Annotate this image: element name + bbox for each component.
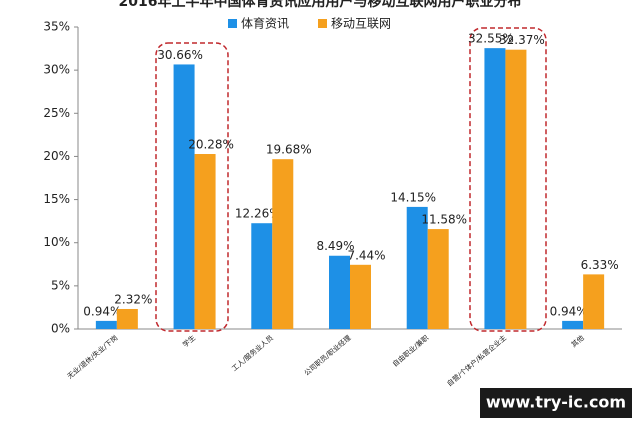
bar: [116, 308, 138, 329]
y-tick-label: 35%: [43, 20, 70, 34]
y-tick-label: 5%: [51, 278, 70, 292]
bar: [173, 64, 195, 329]
value-label: 20.28%: [188, 138, 234, 152]
bar: [95, 320, 117, 329]
highlight-box: [155, 42, 229, 332]
y-tick-label: 0%: [51, 322, 70, 336]
legend-label: 移动互联网: [331, 17, 391, 31]
y-tick-label: 20%: [43, 149, 70, 163]
bar: [329, 255, 350, 329]
x-tick-label: 工人/服务业人员: [230, 333, 275, 373]
watermark: www.try-ic.com: [486, 393, 626, 412]
y-tick-label: 25%: [43, 106, 70, 120]
x-tick-label: 无业/退休/失业/下岗: [65, 333, 119, 380]
value-label: 11.58%: [421, 213, 467, 227]
bar: [583, 274, 605, 329]
bar: [251, 223, 273, 329]
bar: [562, 320, 584, 329]
legend-label: 体育资讯: [241, 16, 289, 31]
y-tick-label: 30%: [43, 63, 70, 77]
value-label: 6.33%: [581, 258, 619, 272]
x-tick-label: 其他: [569, 333, 586, 349]
value-label: 8.49%: [316, 239, 354, 253]
value-label: 7.44%: [347, 248, 385, 262]
bar: [406, 206, 428, 329]
value-label: 14.15%: [390, 190, 436, 204]
bar: [484, 48, 506, 329]
watermark-box: [480, 388, 632, 418]
x-tick-label: 自由职业/兼职: [391, 333, 431, 368]
bar: [505, 49, 527, 329]
value-label: 19.68%: [266, 143, 312, 157]
chart-title: 2016年上半年中国体育资讯应用用户与移动互联网用户职业分布: [119, 0, 522, 10]
value-label: 12.26%: [235, 207, 281, 221]
y-tick-label: 15%: [43, 192, 70, 206]
legend-swatch: [228, 19, 237, 28]
bar: [272, 159, 294, 329]
bar: [350, 264, 371, 329]
value-label: 32.55%: [468, 32, 514, 46]
value-label: 2.32%: [114, 292, 152, 306]
x-tick-label: 公司职员/职业经理: [302, 333, 352, 377]
bar: [427, 229, 449, 329]
value-label: 30.66%: [157, 48, 203, 62]
highlight-box: [469, 27, 547, 332]
x-tick-label: 学生: [181, 333, 198, 349]
legend-swatch: [318, 19, 327, 28]
bar: [194, 154, 216, 329]
value-label: 32.37%: [499, 33, 545, 47]
value-label: 0.94%: [550, 304, 588, 318]
x-tick-label: 自营/个体户/私营企业主: [445, 333, 508, 388]
y-tick-label: 10%: [43, 235, 70, 249]
value-label: 0.94%: [83, 304, 121, 318]
